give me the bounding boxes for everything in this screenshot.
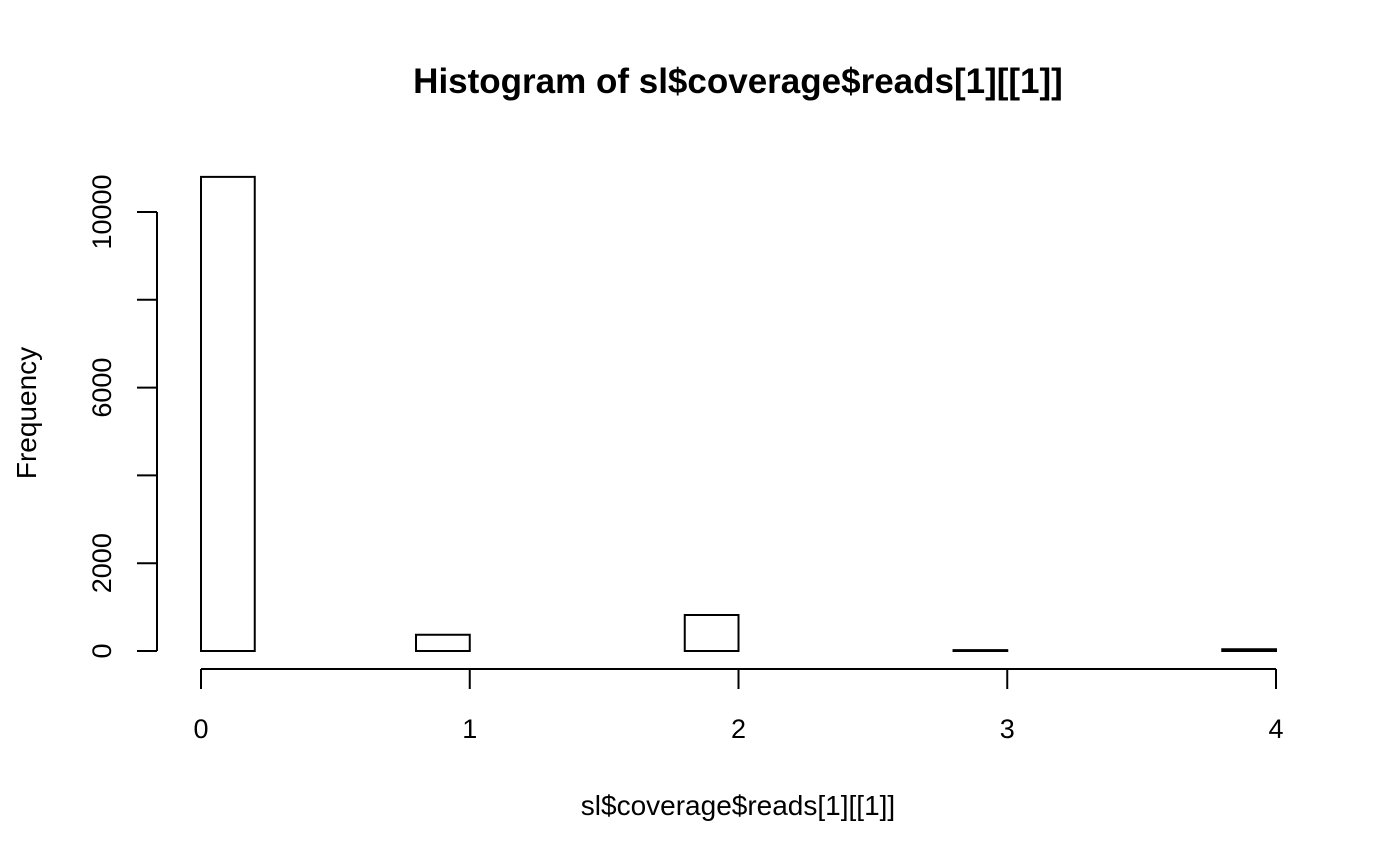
x-tick-label-1: 1 (462, 714, 477, 744)
x-axis-label: sl$coverage$reads[1][[1]] (581, 790, 895, 821)
histogram-bar-9 (683, 614, 740, 653)
histogram-bar-19 (1221, 648, 1277, 653)
x-axis: 0 1 2 3 4 (193, 668, 1284, 744)
histogram-bar-0 (200, 175, 256, 652)
chart-title: Histogram of sl$coverage$reads[1][[1]] (413, 62, 1063, 101)
x-tick-label-4: 4 (1268, 714, 1283, 744)
x-tick-label-3: 3 (1000, 714, 1015, 744)
bars-group (200, 175, 1277, 653)
x-tick-label-2: 2 (731, 714, 746, 744)
histogram-bar-4 (415, 633, 471, 653)
histogram-bar-14 (952, 649, 1009, 653)
x-tick-label-0: 0 (193, 714, 208, 744)
y-tick-label-3: 6000 (87, 358, 117, 418)
y-tick-label-1: 2000 (87, 533, 117, 593)
y-axis-label: Frequency (11, 347, 42, 479)
y-tick-label-5: 10000 (87, 174, 117, 249)
y-axis: 0 2000 6000 10000 (87, 174, 158, 659)
y-tick-label-0: 0 (87, 643, 117, 658)
